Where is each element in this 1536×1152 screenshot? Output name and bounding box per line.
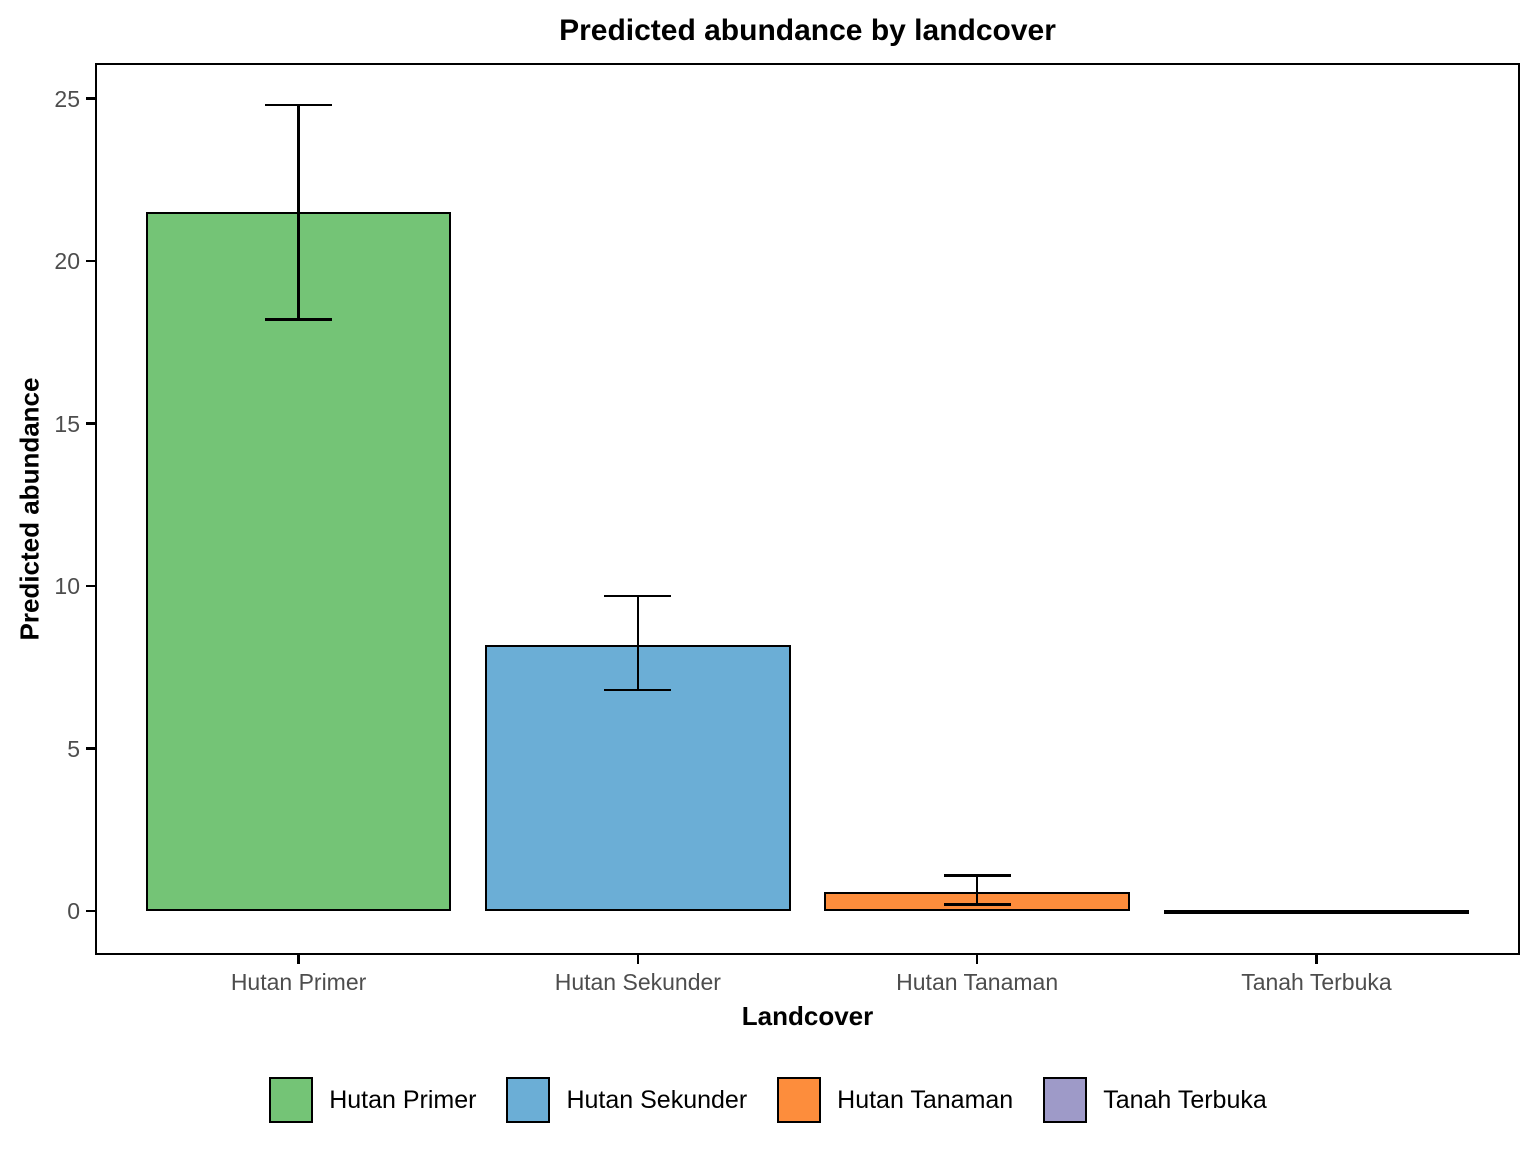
y-axis-tick bbox=[86, 422, 95, 425]
legend-item-hutan-sekunder: Hutan Sekunder bbox=[506, 1077, 747, 1123]
y-axis-tick-label: 15 bbox=[54, 410, 80, 437]
legend-swatch bbox=[269, 1077, 314, 1123]
legend-label: Hutan Primer bbox=[329, 1085, 477, 1114]
error-bar-cap-top bbox=[604, 594, 672, 598]
legend-item-tanah-terbuka: Tanah Terbuka bbox=[1043, 1077, 1267, 1123]
x-axis-tick bbox=[975, 955, 979, 964]
y-axis-tick-label: 0 bbox=[67, 898, 80, 925]
error-bar-cap-bottom bbox=[943, 903, 1011, 906]
legend-swatch bbox=[777, 1077, 822, 1123]
x-axis-title: Landcover bbox=[741, 1001, 874, 1031]
legend-label: Hutan Tanaman bbox=[837, 1085, 1014, 1114]
error-bar-cap-bottom bbox=[604, 688, 672, 692]
legend-label: Tanah Terbuka bbox=[1103, 1085, 1267, 1114]
error-bar-line bbox=[297, 105, 300, 320]
error-bar-cap-bottom bbox=[265, 318, 333, 321]
error-bar-line bbox=[975, 875, 979, 905]
x-axis-tick-label: Hutan Sekunder bbox=[554, 969, 721, 995]
y-axis-tick-label: 25 bbox=[54, 85, 80, 112]
error-bar-cap-top bbox=[943, 874, 1011, 877]
legend-label: Hutan Sekunder bbox=[566, 1085, 748, 1114]
legend: Hutan Primer Hutan Sekunder Hutan Tanaman T… bbox=[0, 1072, 1536, 1128]
y-axis-tick bbox=[86, 909, 95, 913]
legend-item-hutan-tanaman: Hutan Tanaman bbox=[777, 1077, 1013, 1123]
error-bar-line bbox=[636, 595, 640, 691]
y-axis-tick-label: 20 bbox=[54, 248, 80, 275]
bar-tanah-terbuka bbox=[1163, 910, 1470, 915]
error-bar-cap-top bbox=[265, 103, 333, 107]
x-axis-tick bbox=[297, 955, 300, 964]
y-axis-tick bbox=[86, 747, 95, 750]
x-axis-tick bbox=[636, 955, 640, 964]
y-axis-tick bbox=[86, 97, 95, 100]
legend-item-hutan-primer: Hutan Primer bbox=[269, 1077, 476, 1123]
chart-title: Predicted abundance by landcover bbox=[559, 14, 1056, 47]
y-axis-tick bbox=[86, 584, 95, 588]
x-axis-tick bbox=[1315, 955, 1318, 964]
y-axis-tick bbox=[86, 259, 95, 263]
bar-hutan-primer bbox=[145, 212, 452, 912]
x-axis-tick-label: Tanah Terbuka bbox=[1241, 969, 1392, 995]
x-axis-tick-label: Hutan Tanaman bbox=[896, 969, 1059, 995]
legend-swatch bbox=[506, 1077, 551, 1123]
y-axis-tick-label: 5 bbox=[67, 735, 80, 762]
y-axis-tick-label: 10 bbox=[54, 573, 80, 600]
legend-swatch bbox=[1043, 1077, 1088, 1123]
x-axis-tick-label: Hutan Primer bbox=[230, 969, 367, 995]
